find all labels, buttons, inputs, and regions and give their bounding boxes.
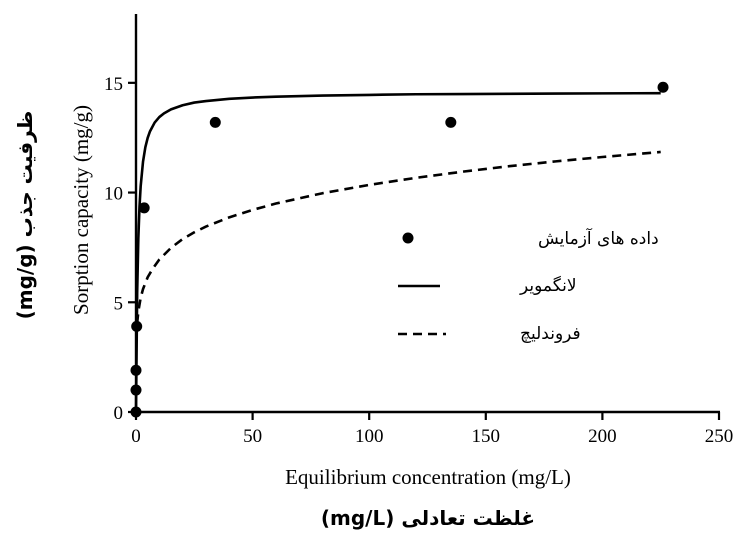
data-point-experimental bbox=[445, 116, 457, 128]
y-tick-label: 0 bbox=[114, 403, 124, 424]
y-axis-title-persian: ظرفیت جذب (mg/g) bbox=[13, 111, 37, 320]
legend-label-langmuir: لانگمویر bbox=[519, 275, 577, 296]
langmuir-curve bbox=[134, 91, 661, 413]
x-tick-label: 150 bbox=[472, 426, 501, 447]
x-tick-label: 100 bbox=[355, 426, 384, 447]
legend: داده های آزمایش لانگمویر فروندلیچ bbox=[398, 227, 659, 344]
x-axis-title-english: Equilibrium concentration (mg/L) bbox=[285, 465, 571, 489]
data-point-experimental bbox=[138, 202, 150, 214]
data-point-experimental bbox=[657, 81, 669, 93]
x-tick-label: 50 bbox=[243, 426, 262, 447]
legend-marker-experimental bbox=[402, 232, 414, 244]
x-tick-label: 250 bbox=[705, 426, 734, 447]
y-axis-title-english: Sorption capacity (mg/g) bbox=[69, 105, 93, 315]
y-axis-ticks: 0 5 10 15 bbox=[104, 74, 136, 424]
x-tick-label: 0 bbox=[131, 426, 141, 447]
y-tick-label: 15 bbox=[104, 74, 123, 95]
freundlich-curve bbox=[135, 150, 661, 324]
y-tick-label: 5 bbox=[114, 293, 124, 314]
x-axis-ticks: 0 50 100 150 200 250 bbox=[131, 412, 733, 447]
x-tick-label: 200 bbox=[588, 426, 617, 447]
plot-area bbox=[130, 81, 669, 418]
x-axis-title-persian: غلظت تعادلی (mg/L) bbox=[321, 506, 535, 530]
legend-label-experimental: داده های آزمایش bbox=[538, 227, 659, 249]
y-tick-label: 10 bbox=[104, 184, 123, 205]
data-point-experimental bbox=[209, 116, 221, 128]
legend-label-freundlich: فروندلیچ bbox=[520, 324, 581, 344]
